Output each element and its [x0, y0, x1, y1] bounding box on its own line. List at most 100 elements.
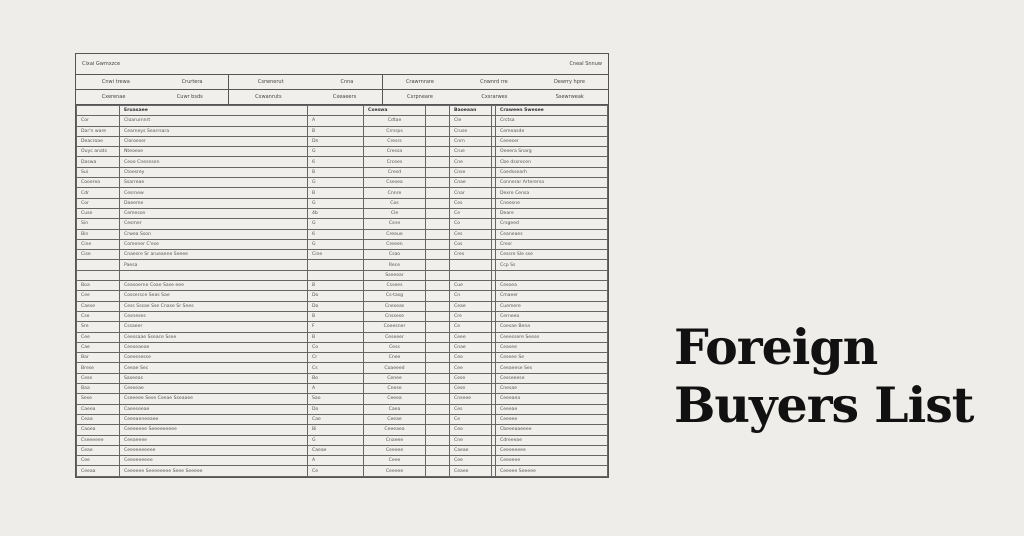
column-header: Craween Swesee: [495, 104, 608, 117]
table-row: Ceae Ceeeeeeeeee Caeae Ceeeee Caeae Ceeeeeeee: [76, 444, 608, 457]
table-cell: Cres: [449, 249, 492, 261]
table-cell: [425, 465, 450, 477]
table-cell: G: [307, 434, 364, 446]
table-row: Sese Cseeeee Sese Ceeae Sseaaee Sao Ceeea Cn…: [76, 393, 608, 405]
table-cell: Cs-tasg: [363, 290, 426, 302]
table-header-row: Eruasaee Cxeswa Baoeaan Craween Swesee: [76, 104, 608, 117]
subheader-group: Csrwnerut Cnna: [229, 75, 383, 89]
table-cell: Ceo: [449, 424, 492, 436]
table-cell: [76, 259, 120, 271]
table-cell: Cesseeese: [495, 372, 608, 385]
table-cell: Co: [449, 218, 492, 230]
table-cell: A: [307, 383, 364, 395]
table-cell: Ceeeeeeeeee: [119, 444, 308, 457]
table-cell: Ceae: [76, 444, 120, 457]
table-row: Cdr Cesrnew B Cnnre Cnar Dexre Censa: [76, 187, 608, 199]
table-cell: Ceseeae: [119, 383, 308, 395]
table-row: Paesa Rece Ccp Ss: [76, 259, 608, 271]
subheader-label: Cnwnrd rre: [480, 79, 508, 85]
buyers-table: Eruasaee Cxeswa Baoeaan Craween Swesee Cor Cl…: [76, 104, 608, 477]
subheader-label: Cnna: [340, 79, 354, 85]
table-row: Caese Cess Sssae Sse Cnase Sr Snes Do Cnese…: [76, 300, 608, 312]
table-row: Cooerea Ssarreae G Csesea Cnae Connerar Arter…: [76, 177, 608, 189]
table-cell: 6: [307, 156, 364, 168]
table-cell: Caeeseeae: [119, 403, 308, 415]
table-cell: [425, 156, 450, 168]
table-row: Ceeaa Ceeeeee Seeeeeeee Seee Seeeee Ce Ceee…: [76, 465, 608, 477]
table-cell: Ceeessere Seese: [495, 331, 608, 343]
table-row: Bin Crwea Sson 6 Creeue Ces Ceaneaes: [76, 228, 608, 240]
table-cell: [425, 393, 450, 405]
subheader-group: Cxerenae Cuwr bsds: [76, 90, 230, 104]
table-cell: Cruse: [449, 125, 492, 137]
table-cell: Cse: [76, 310, 120, 323]
table-cell: [425, 259, 450, 271]
table-cell: Cloarurnnrt: [119, 115, 308, 127]
table-cell: Cressa: [363, 146, 426, 158]
table-cell: Ceo: [449, 352, 492, 364]
table-cell: Ccp Ss: [495, 259, 608, 271]
table-cell: Caese: [76, 300, 120, 312]
table-cell: [307, 269, 364, 282]
column-header: Cxeswa: [363, 104, 426, 117]
table-cell: Cor: [76, 197, 120, 209]
table-cell: Cue: [449, 280, 492, 292]
table-cell: Ceee: [363, 455, 426, 467]
table-cell: Cs: [307, 362, 364, 374]
table-cell: Ceeeeee: [495, 455, 608, 467]
table-cell: 4b: [307, 207, 364, 220]
table-cell: Daswa: [76, 156, 120, 168]
table-cell: Caeae: [307, 444, 364, 457]
table-cell: Cnaesre Sr arueaene Seeee: [119, 249, 308, 261]
table-cell: Ceessaae Sseace Ssee: [119, 331, 308, 343]
table-cell: Cooerea: [76, 177, 120, 189]
table-row: Baa Ceseeae A Cnese Cese Cnesae: [76, 383, 608, 395]
table-cell: Cnae: [449, 341, 492, 354]
table-cell: Ceae: [449, 300, 492, 312]
table-cell: Ces: [449, 403, 492, 415]
table-cell: [425, 125, 450, 137]
table-cell: Ceeeeeee Seeeeeeeee: [119, 424, 308, 436]
subheader-label: Cxsrarwes: [481, 94, 508, 100]
table-cell: Ceeae: [363, 413, 426, 426]
table-row: Cuse Cemeson 4b Cle Ce Deare: [76, 207, 608, 220]
table-cell: Ssarreae: [119, 177, 308, 189]
table-cell: Cnae: [449, 177, 492, 189]
table-cell: Ceseeer: [363, 331, 426, 343]
table-cell: [425, 207, 450, 220]
table-cell: Cee: [76, 331, 120, 343]
table-cell: [425, 383, 450, 395]
table-cell: G: [307, 238, 364, 251]
table-cell: Cn: [449, 290, 492, 302]
table-cell: Cemeasde: [495, 125, 608, 137]
table-cell: Ceeeaea: [363, 424, 426, 436]
table-row: Deacroae Cloroeser Dn Cresrs Cnrn Ceeeser: [76, 135, 608, 148]
table-cell: Crrsrps: [363, 125, 426, 137]
table-cell: Ceeaeese Ses: [495, 362, 608, 374]
table-cell: Crsgeed: [495, 218, 608, 230]
table-row: Caoea Ceeeeeee Seeeeeeeee Bi Ceeeaea Ceo Cbee…: [76, 424, 608, 436]
table-cell: [425, 362, 450, 374]
table-cell: [425, 269, 450, 282]
table-cell: [425, 403, 450, 415]
table-cell: Brese: [76, 362, 120, 374]
table-cell: A: [307, 115, 364, 127]
table-cell: Sao: [307, 393, 364, 405]
table-row: Daswa Ceoe Cnesnsen 6 Crcees Cne Cbe dssrecen: [76, 156, 608, 168]
table-cell: Do: [307, 300, 364, 312]
table-cell: Ceaee: [449, 465, 492, 477]
table-row: Sui Ctoesrey B Cresd Cnse Coedssearh: [76, 166, 608, 179]
table-cell: [425, 187, 450, 199]
table-row: Bar Coeessesse Cr Cnee Ceo Ceseee Se: [76, 352, 608, 364]
table-cell: Cnese: [363, 383, 426, 395]
table-cell: Coesae Bena: [495, 321, 608, 333]
table-cell: Cnssese: [363, 310, 426, 323]
table-cell: Cnar: [449, 187, 492, 199]
table-cell: Cdtae: [363, 115, 426, 127]
table-cell: [425, 444, 450, 457]
table-cell: Cle: [449, 115, 492, 127]
table-cell: [119, 269, 308, 282]
table-row: Dar'n ware Cearneys Searrsara B Crrsrps Crus…: [76, 125, 608, 137]
table-cell: Cesneses: [119, 310, 308, 323]
subheader-group: Cxrpneare Cxsrarwes Ssewrweak: [383, 90, 608, 104]
